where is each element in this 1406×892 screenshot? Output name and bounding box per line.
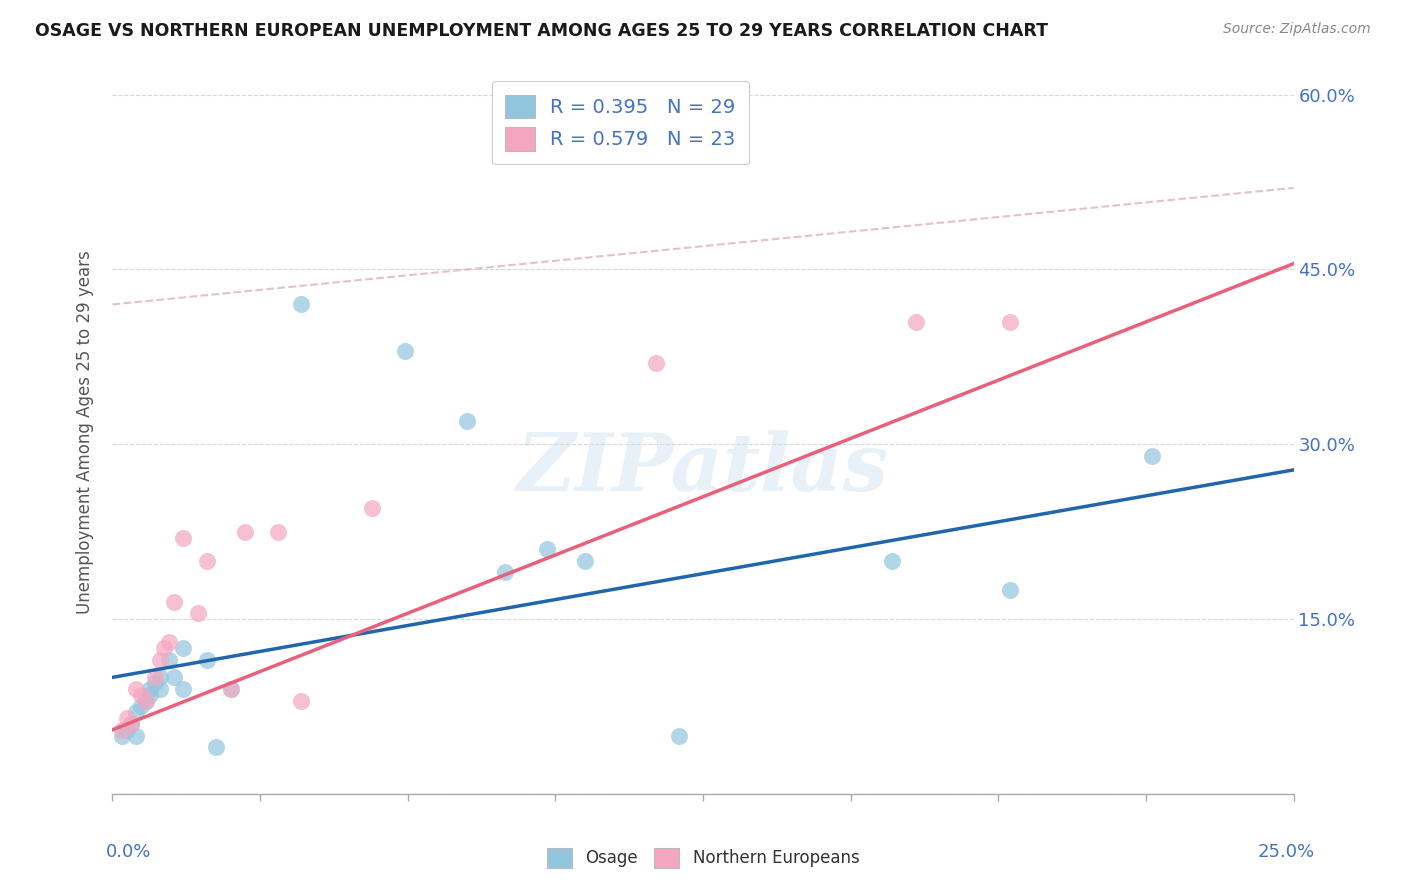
Point xyxy=(149,670,172,684)
Point xyxy=(998,582,1021,597)
Legend: Osage, Northern Europeans: Osage, Northern Europeans xyxy=(540,841,866,875)
Point xyxy=(536,542,558,557)
Point xyxy=(998,315,1021,329)
Point xyxy=(135,693,157,707)
Text: 0.0%: 0.0% xyxy=(105,843,150,861)
Legend: R = 0.395   N = 29, R = 0.579   N = 23: R = 0.395 N = 29, R = 0.579 N = 23 xyxy=(492,81,749,164)
Point xyxy=(125,729,148,743)
Point xyxy=(904,315,927,329)
Point xyxy=(394,344,416,359)
Point xyxy=(644,356,666,370)
Point xyxy=(456,414,478,428)
Point xyxy=(125,706,148,720)
Point xyxy=(290,297,312,311)
Point xyxy=(139,688,162,702)
Y-axis label: Unemployment Among Ages 25 to 29 years: Unemployment Among Ages 25 to 29 years xyxy=(76,251,94,615)
Point xyxy=(186,607,208,621)
Point xyxy=(574,554,596,568)
Point xyxy=(233,524,256,539)
Point xyxy=(120,717,142,731)
Point xyxy=(135,693,157,707)
Point xyxy=(205,740,228,755)
Point xyxy=(290,693,312,707)
Point xyxy=(219,681,242,696)
Point xyxy=(157,653,180,667)
Point xyxy=(120,717,142,731)
Point xyxy=(1140,449,1163,463)
Point xyxy=(361,501,384,516)
Point xyxy=(111,729,134,743)
Point xyxy=(163,670,186,684)
Point xyxy=(129,688,152,702)
Point xyxy=(149,681,172,696)
Point xyxy=(219,681,242,696)
Text: OSAGE VS NORTHERN EUROPEAN UNEMPLOYMENT AMONG AGES 25 TO 29 YEARS CORRELATION CH: OSAGE VS NORTHERN EUROPEAN UNEMPLOYMENT … xyxy=(35,22,1047,40)
Point xyxy=(129,699,152,714)
Point xyxy=(195,653,218,667)
Point xyxy=(163,594,186,608)
Point xyxy=(143,670,166,684)
Point xyxy=(111,723,134,737)
Point xyxy=(172,531,194,545)
Text: Source: ZipAtlas.com: Source: ZipAtlas.com xyxy=(1223,22,1371,37)
Point xyxy=(267,524,290,539)
Point xyxy=(139,681,162,696)
Point xyxy=(195,554,218,568)
Point xyxy=(115,711,138,725)
Point xyxy=(115,723,138,737)
Point xyxy=(880,554,903,568)
Point xyxy=(153,641,176,656)
Text: ZIPatlas: ZIPatlas xyxy=(517,430,889,508)
Point xyxy=(668,729,690,743)
Point xyxy=(157,635,180,649)
Point xyxy=(494,566,516,580)
Point xyxy=(172,681,194,696)
Point xyxy=(172,641,194,656)
Point xyxy=(143,676,166,690)
Point xyxy=(621,87,644,102)
Point xyxy=(125,681,148,696)
Point xyxy=(149,653,172,667)
Text: 25.0%: 25.0% xyxy=(1257,843,1315,861)
